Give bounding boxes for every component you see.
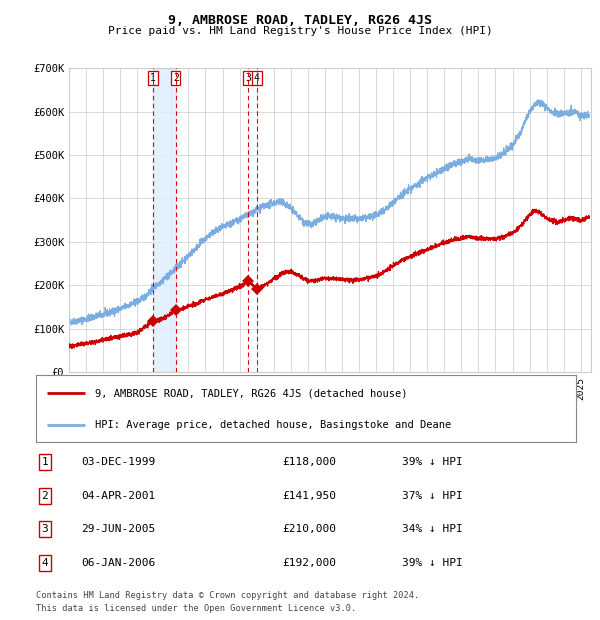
Text: 2: 2 bbox=[173, 73, 179, 82]
Text: 39% ↓ HPI: 39% ↓ HPI bbox=[402, 457, 463, 467]
Text: 2: 2 bbox=[41, 490, 49, 500]
Text: 9, AMBROSE ROAD, TADLEY, RG26 4JS: 9, AMBROSE ROAD, TADLEY, RG26 4JS bbox=[168, 14, 432, 27]
Text: 1: 1 bbox=[150, 73, 156, 82]
Text: £141,950: £141,950 bbox=[282, 490, 336, 500]
Text: 4: 4 bbox=[41, 558, 49, 568]
Text: 1: 1 bbox=[41, 457, 49, 467]
Text: 4: 4 bbox=[254, 73, 260, 82]
Text: Price paid vs. HM Land Registry's House Price Index (HPI): Price paid vs. HM Land Registry's House … bbox=[107, 26, 493, 36]
Text: 3: 3 bbox=[41, 525, 49, 534]
Bar bbox=[153, 68, 176, 372]
Text: 34% ↓ HPI: 34% ↓ HPI bbox=[402, 525, 463, 534]
Text: 37% ↓ HPI: 37% ↓ HPI bbox=[402, 490, 463, 500]
Text: £192,000: £192,000 bbox=[282, 558, 336, 568]
Text: 06-JAN-2006: 06-JAN-2006 bbox=[81, 558, 155, 568]
Text: 39% ↓ HPI: 39% ↓ HPI bbox=[402, 558, 463, 568]
Text: HPI: Average price, detached house, Basingstoke and Deane: HPI: Average price, detached house, Basi… bbox=[95, 420, 452, 430]
Text: 9, AMBROSE ROAD, TADLEY, RG26 4JS (detached house): 9, AMBROSE ROAD, TADLEY, RG26 4JS (detac… bbox=[95, 388, 408, 398]
Text: This data is licensed under the Open Government Licence v3.0.: This data is licensed under the Open Gov… bbox=[36, 604, 356, 613]
Text: 29-JUN-2005: 29-JUN-2005 bbox=[81, 525, 155, 534]
Text: 04-APR-2001: 04-APR-2001 bbox=[81, 490, 155, 500]
Text: £118,000: £118,000 bbox=[282, 457, 336, 467]
Text: 3: 3 bbox=[245, 73, 251, 82]
Text: £210,000: £210,000 bbox=[282, 525, 336, 534]
Text: 03-DEC-1999: 03-DEC-1999 bbox=[81, 457, 155, 467]
Text: Contains HM Land Registry data © Crown copyright and database right 2024.: Contains HM Land Registry data © Crown c… bbox=[36, 591, 419, 600]
